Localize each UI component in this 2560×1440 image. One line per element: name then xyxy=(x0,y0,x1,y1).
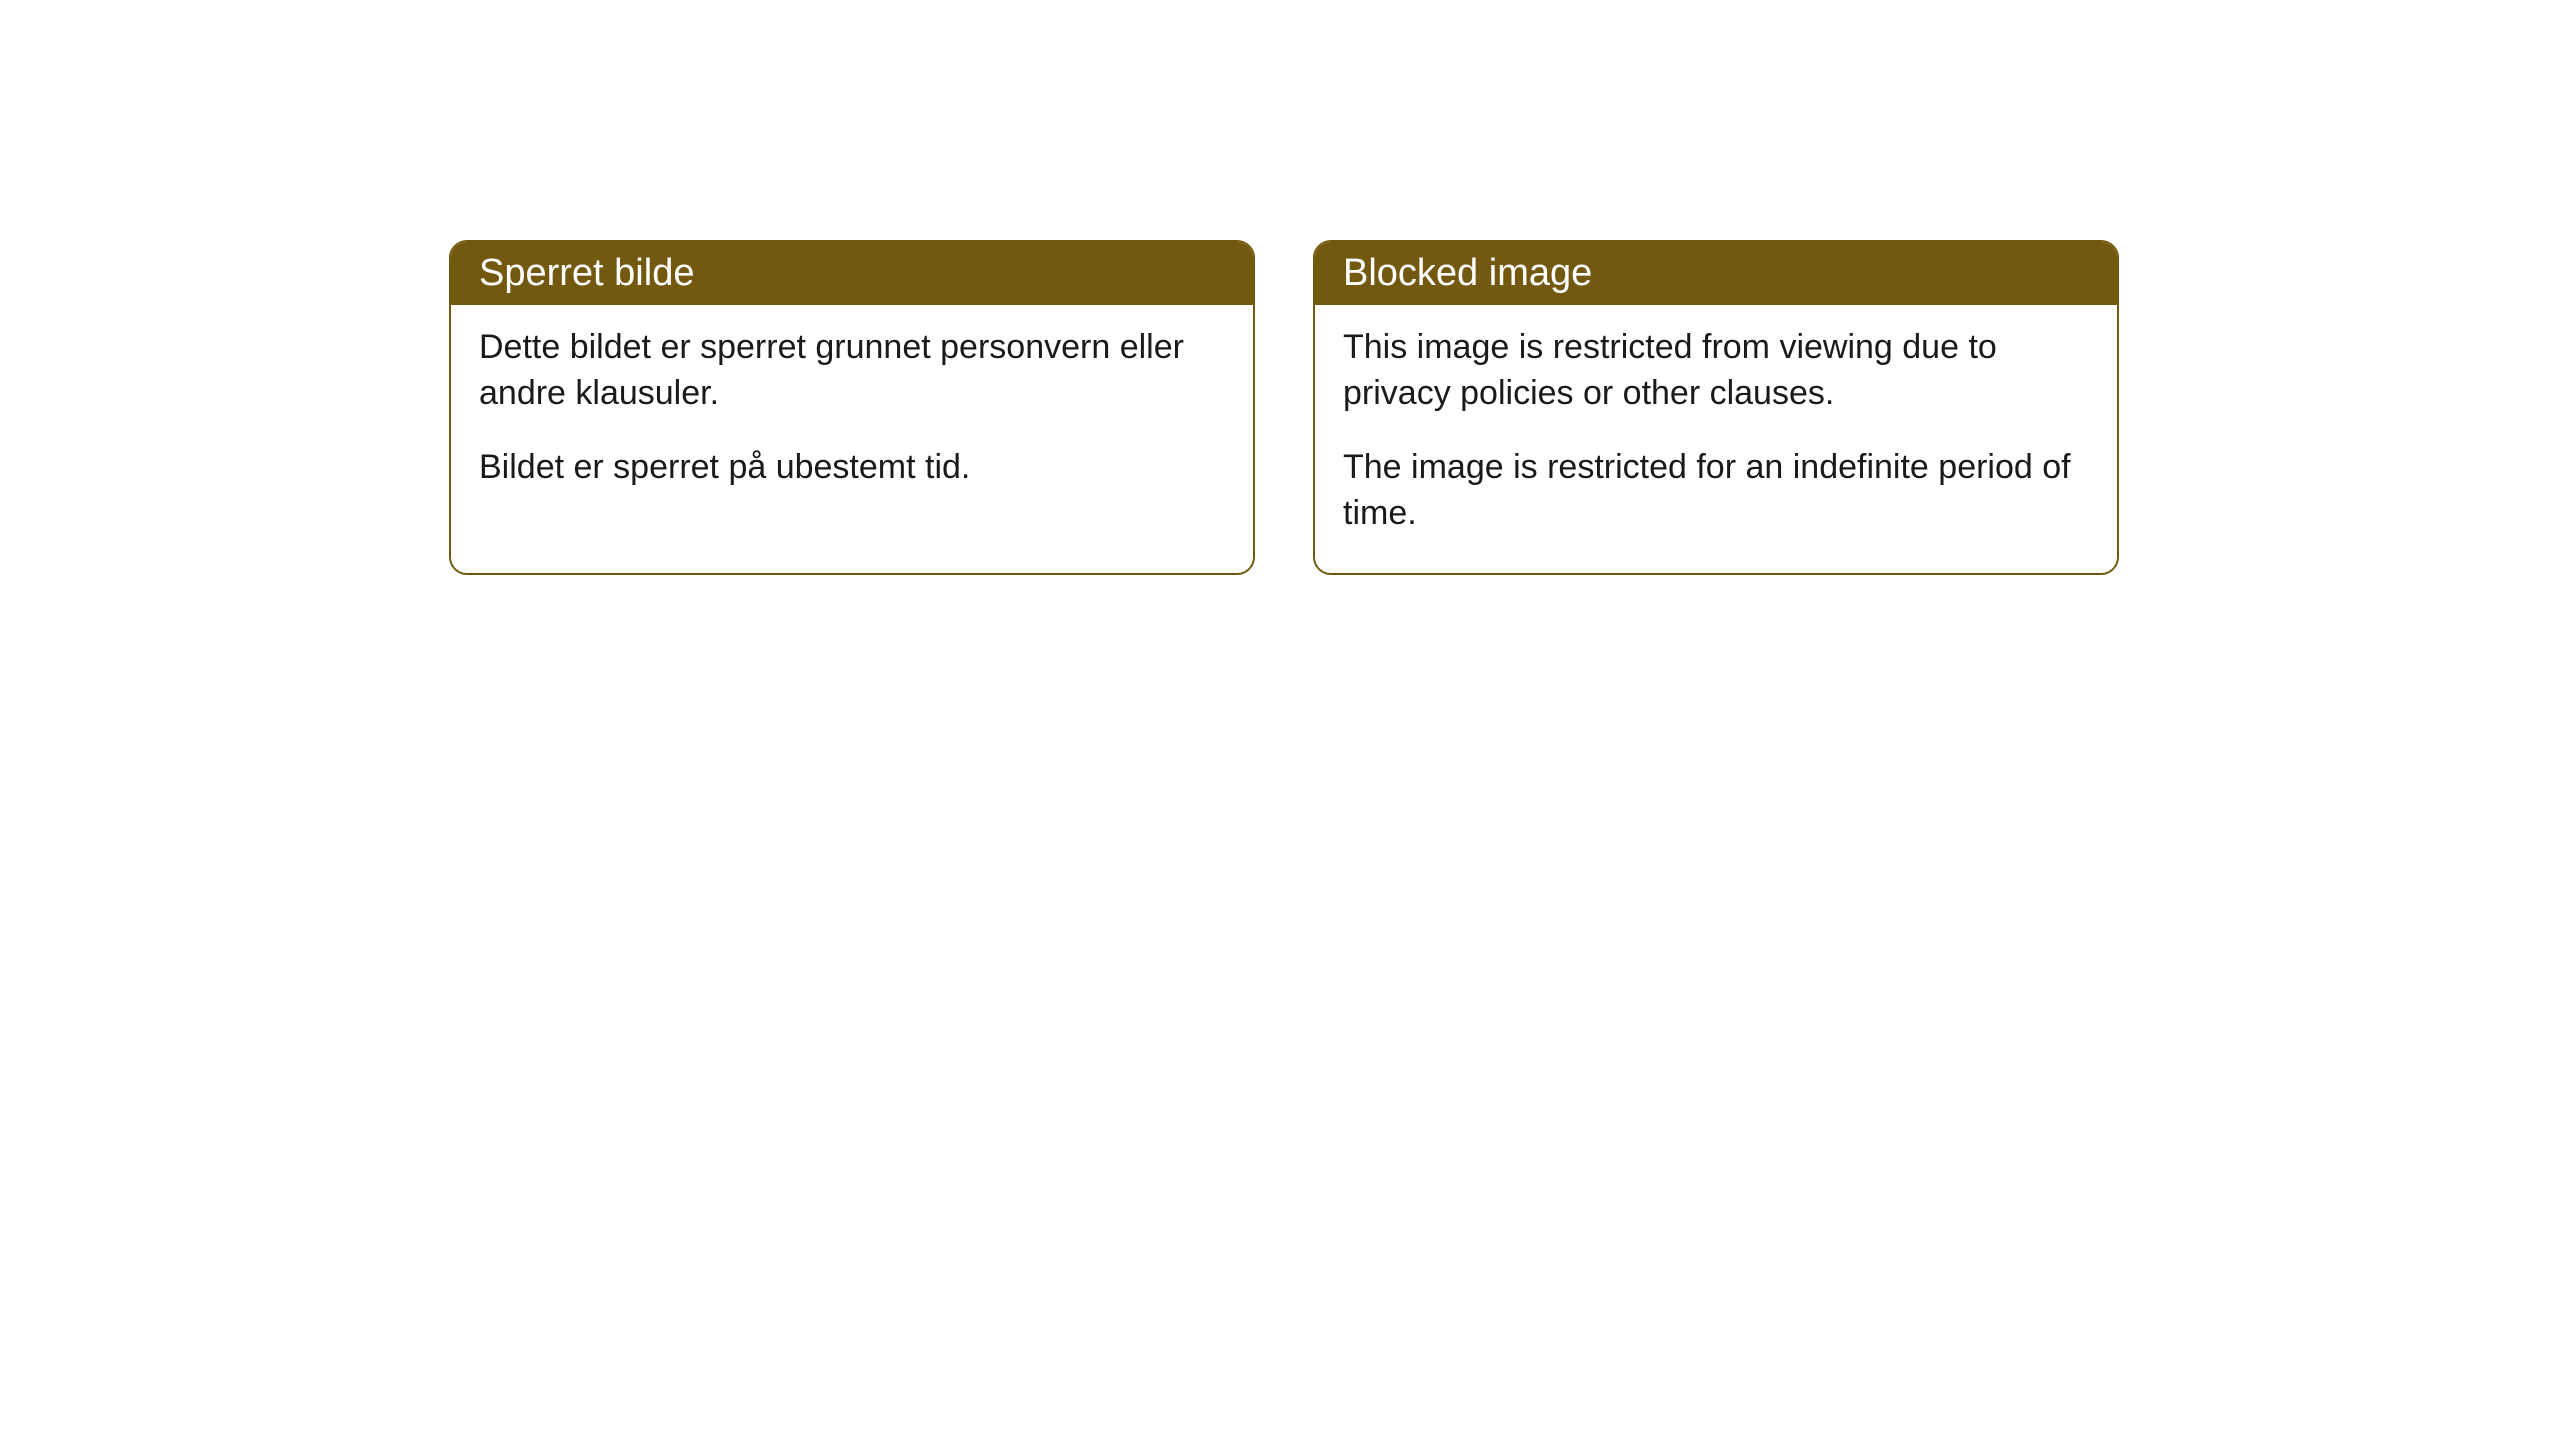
card-body: This image is restricted from viewing du… xyxy=(1315,305,2117,573)
card-header: Blocked image xyxy=(1315,242,2117,305)
card-paragraph: Bildet er sperret på ubestemt tid. xyxy=(479,445,1225,491)
card-header: Sperret bilde xyxy=(451,242,1253,305)
card-paragraph: Dette bildet er sperret grunnet personve… xyxy=(479,325,1225,417)
card-body: Dette bildet er sperret grunnet personve… xyxy=(451,305,1253,527)
notice-card-english: Blocked image This image is restricted f… xyxy=(1313,240,2119,575)
card-paragraph: This image is restricted from viewing du… xyxy=(1343,325,2089,417)
card-paragraph: The image is restricted for an indefinit… xyxy=(1343,445,2089,537)
notice-cards-container: Sperret bilde Dette bildet er sperret gr… xyxy=(449,240,2119,575)
notice-card-norwegian: Sperret bilde Dette bildet er sperret gr… xyxy=(449,240,1255,575)
